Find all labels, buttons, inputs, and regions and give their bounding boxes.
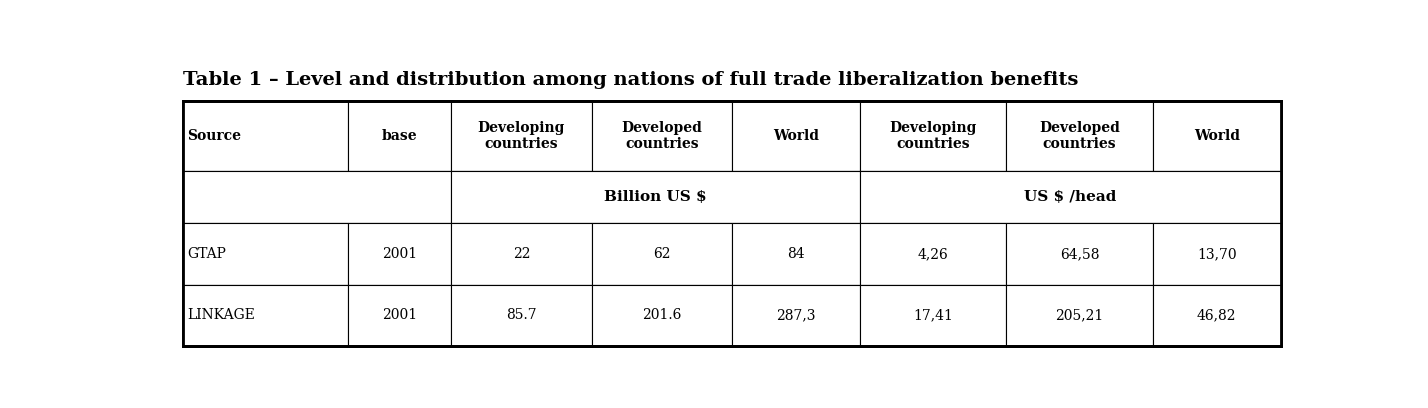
Bar bbox=[591, 285, 731, 346]
Bar bbox=[347, 285, 451, 346]
Text: US $ /head: US $ /head bbox=[1024, 191, 1117, 204]
Text: base: base bbox=[381, 129, 417, 143]
Text: 22: 22 bbox=[513, 247, 530, 261]
Bar bbox=[183, 171, 451, 223]
Text: 46,82: 46,82 bbox=[1197, 308, 1237, 322]
Text: World: World bbox=[1194, 129, 1240, 143]
Text: 84: 84 bbox=[787, 247, 805, 261]
Text: 4,26: 4,26 bbox=[918, 247, 948, 261]
Bar bbox=[860, 223, 1007, 285]
Bar bbox=[1152, 223, 1281, 285]
Bar bbox=[1152, 285, 1281, 346]
Bar bbox=[1007, 101, 1152, 171]
Text: 287,3: 287,3 bbox=[777, 308, 815, 322]
Bar bbox=[860, 101, 1007, 171]
Text: Table 1 – Level and distribution among nations of full trade liberalization bene: Table 1 – Level and distribution among n… bbox=[183, 71, 1078, 89]
Bar bbox=[183, 171, 1281, 223]
Bar bbox=[1152, 101, 1281, 171]
Text: 64,58: 64,58 bbox=[1060, 247, 1100, 261]
Text: Developing
countries: Developing countries bbox=[890, 121, 977, 151]
Text: 13,70: 13,70 bbox=[1197, 247, 1237, 261]
Bar bbox=[451, 285, 591, 346]
Text: World: World bbox=[773, 129, 818, 143]
Bar bbox=[183, 223, 1281, 285]
Text: 62: 62 bbox=[653, 247, 671, 261]
Bar bbox=[591, 101, 731, 171]
Bar bbox=[591, 223, 731, 285]
Text: 201.6: 201.6 bbox=[643, 308, 681, 322]
Text: 2001: 2001 bbox=[381, 308, 417, 322]
Bar bbox=[451, 101, 591, 171]
Bar bbox=[183, 101, 1281, 346]
Bar bbox=[183, 101, 1281, 346]
Bar bbox=[860, 285, 1007, 346]
Text: 17,41: 17,41 bbox=[912, 308, 952, 322]
Bar bbox=[1007, 285, 1152, 346]
Text: 2001: 2001 bbox=[381, 247, 417, 261]
Bar bbox=[183, 285, 347, 346]
Text: Developing
countries: Developing countries bbox=[478, 121, 565, 151]
Bar bbox=[1007, 223, 1152, 285]
Text: LINKAGE: LINKAGE bbox=[187, 308, 256, 322]
Bar bbox=[731, 285, 860, 346]
Bar bbox=[451, 223, 591, 285]
Text: GTAP: GTAP bbox=[187, 247, 226, 261]
Bar bbox=[860, 171, 1281, 223]
Bar bbox=[183, 101, 347, 171]
Bar bbox=[731, 101, 860, 171]
Bar bbox=[731, 223, 860, 285]
Bar bbox=[183, 101, 1281, 171]
Bar bbox=[347, 223, 451, 285]
Bar bbox=[451, 171, 860, 223]
Text: Billion US $: Billion US $ bbox=[604, 191, 707, 204]
Bar bbox=[347, 101, 451, 171]
Text: Developed
countries: Developed countries bbox=[1040, 121, 1120, 151]
Text: Developed
countries: Developed countries bbox=[621, 121, 703, 151]
Bar bbox=[183, 223, 347, 285]
Text: 205,21: 205,21 bbox=[1055, 308, 1104, 322]
Bar bbox=[183, 285, 1281, 346]
Text: Source: Source bbox=[187, 129, 241, 143]
Text: 85.7: 85.7 bbox=[506, 308, 537, 322]
